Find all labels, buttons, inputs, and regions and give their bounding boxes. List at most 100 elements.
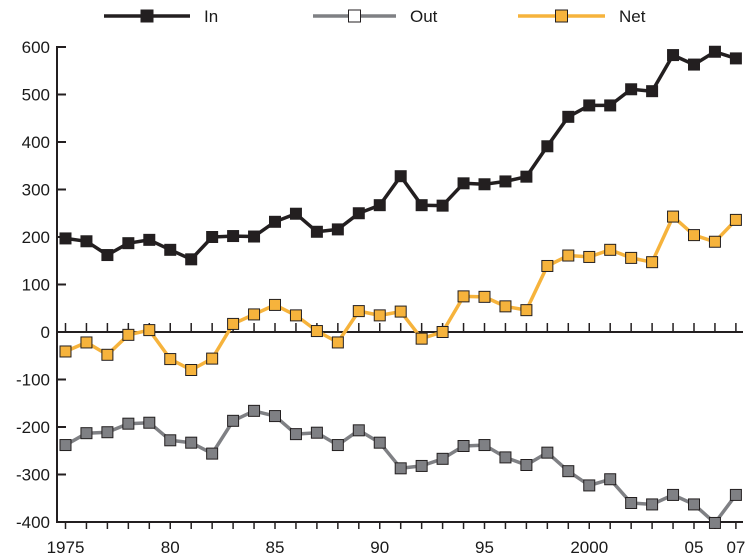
series-line-net xyxy=(64,214,738,372)
data-point-out xyxy=(269,410,281,423)
x-tick-label: 07 xyxy=(726,538,745,556)
y-tick-label: 600 xyxy=(22,38,50,57)
data-point-in xyxy=(520,170,533,183)
data-point-out xyxy=(520,459,533,471)
data-point-out xyxy=(499,451,512,464)
data-point-in xyxy=(164,243,177,256)
data-point-in xyxy=(185,253,198,266)
data-point-out xyxy=(206,447,219,460)
legend-marker-out xyxy=(348,9,361,23)
data-point-in xyxy=(248,230,261,243)
data-point-in xyxy=(478,178,491,191)
data-point-out xyxy=(625,497,638,509)
data-point-net xyxy=(122,328,135,341)
data-point-out xyxy=(562,465,575,478)
data-point-net xyxy=(646,256,659,269)
data-point-in xyxy=(289,207,302,220)
legend-label-net: Net xyxy=(619,7,646,26)
data-point-in xyxy=(541,140,554,153)
data-point-out xyxy=(708,516,721,529)
y-tick-label: 400 xyxy=(22,133,50,152)
data-point-net xyxy=(143,324,156,337)
x-tick-label: 80 xyxy=(161,538,180,556)
data-point-out xyxy=(143,416,156,429)
data-point-out xyxy=(101,426,114,439)
data-point-in xyxy=(562,110,575,123)
legend-label-in: In xyxy=(204,7,218,26)
x-axis-ticks: 1975 80 85 90 95 2000 05 07 xyxy=(47,323,745,556)
x-tick-label: 1975 xyxy=(47,538,85,556)
data-point-out xyxy=(331,439,344,452)
data-point-in xyxy=(352,207,365,220)
data-point-net xyxy=(289,309,302,322)
data-point-out xyxy=(122,417,135,430)
data-point-out xyxy=(583,479,596,492)
data-point-out xyxy=(478,439,491,452)
x-tick-label: 2000 xyxy=(570,538,608,556)
data-point-out xyxy=(227,414,240,427)
data-point-net xyxy=(331,336,344,349)
data-point-in xyxy=(415,199,428,212)
data-point-in xyxy=(688,58,700,71)
data-point-net xyxy=(667,210,680,223)
data-point-net xyxy=(394,305,407,318)
x-tick-label: 85 xyxy=(266,538,285,556)
data-point-net xyxy=(101,348,114,361)
data-point-out xyxy=(394,462,407,475)
data-point-in xyxy=(646,85,659,98)
data-point-net xyxy=(604,243,617,256)
data-point-in xyxy=(80,235,93,248)
data-point-net xyxy=(310,325,323,338)
data-point-out xyxy=(310,426,323,439)
y-tick-label: 300 xyxy=(22,181,50,200)
data-point-in xyxy=(227,230,240,243)
data-point-in xyxy=(331,223,344,236)
y-tick-label: -400 xyxy=(16,513,50,532)
data-point-net xyxy=(185,364,198,376)
data-point-in xyxy=(457,177,470,190)
data-point-net xyxy=(248,308,261,321)
data-point-out xyxy=(248,404,261,417)
data-point-net xyxy=(708,235,721,248)
y-tick-label: -200 xyxy=(16,418,50,437)
data-point-in xyxy=(625,83,638,96)
data-point-out xyxy=(729,488,742,501)
data-point-net xyxy=(729,213,742,226)
data-point-in xyxy=(729,52,742,65)
data-point-out xyxy=(604,473,617,486)
series-group xyxy=(59,45,742,529)
data-point-in xyxy=(436,199,449,212)
data-point-in xyxy=(394,170,407,183)
data-point-net xyxy=(227,317,240,330)
axes xyxy=(56,47,743,523)
y-tick-label: 200 xyxy=(22,228,50,247)
data-point-net xyxy=(583,250,596,263)
data-point-out xyxy=(541,446,554,459)
data-point-out xyxy=(667,488,680,501)
data-point-in xyxy=(604,99,617,112)
data-point-net xyxy=(688,229,700,242)
data-point-net xyxy=(164,353,177,366)
y-tick-label: 0 xyxy=(41,323,50,342)
data-point-net xyxy=(478,290,491,303)
legend-marker-in xyxy=(140,9,154,23)
data-point-net xyxy=(352,305,365,318)
data-point-out xyxy=(164,434,177,447)
data-point-out xyxy=(373,436,386,449)
data-point-in xyxy=(667,49,680,62)
y-tick-label: -300 xyxy=(16,466,50,485)
data-point-in xyxy=(101,249,114,262)
data-point-out xyxy=(80,427,93,440)
data-point-net xyxy=(206,352,219,365)
data-point-in xyxy=(122,237,135,250)
data-point-out xyxy=(185,436,198,449)
data-point-in xyxy=(499,175,512,188)
legend-label-out: Out xyxy=(410,7,438,26)
data-point-net xyxy=(80,336,93,349)
legend-marker-net xyxy=(555,9,568,23)
y-tick-label: -100 xyxy=(16,371,50,390)
data-point-in xyxy=(310,225,323,238)
data-point-net xyxy=(541,259,554,272)
data-point-net xyxy=(520,304,533,317)
